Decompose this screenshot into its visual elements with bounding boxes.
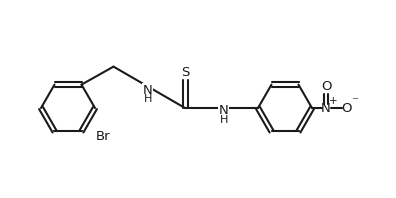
Text: Br: Br bbox=[95, 130, 110, 143]
Text: ⁻: ⁻ bbox=[352, 95, 358, 109]
Text: +: + bbox=[329, 96, 337, 106]
Text: N: N bbox=[321, 102, 331, 114]
Text: O: O bbox=[342, 102, 352, 114]
Text: O: O bbox=[321, 80, 331, 92]
Text: H: H bbox=[144, 94, 152, 104]
Text: N: N bbox=[143, 84, 152, 97]
Text: H: H bbox=[220, 115, 228, 125]
Text: S: S bbox=[181, 66, 189, 78]
Text: N: N bbox=[219, 105, 228, 117]
